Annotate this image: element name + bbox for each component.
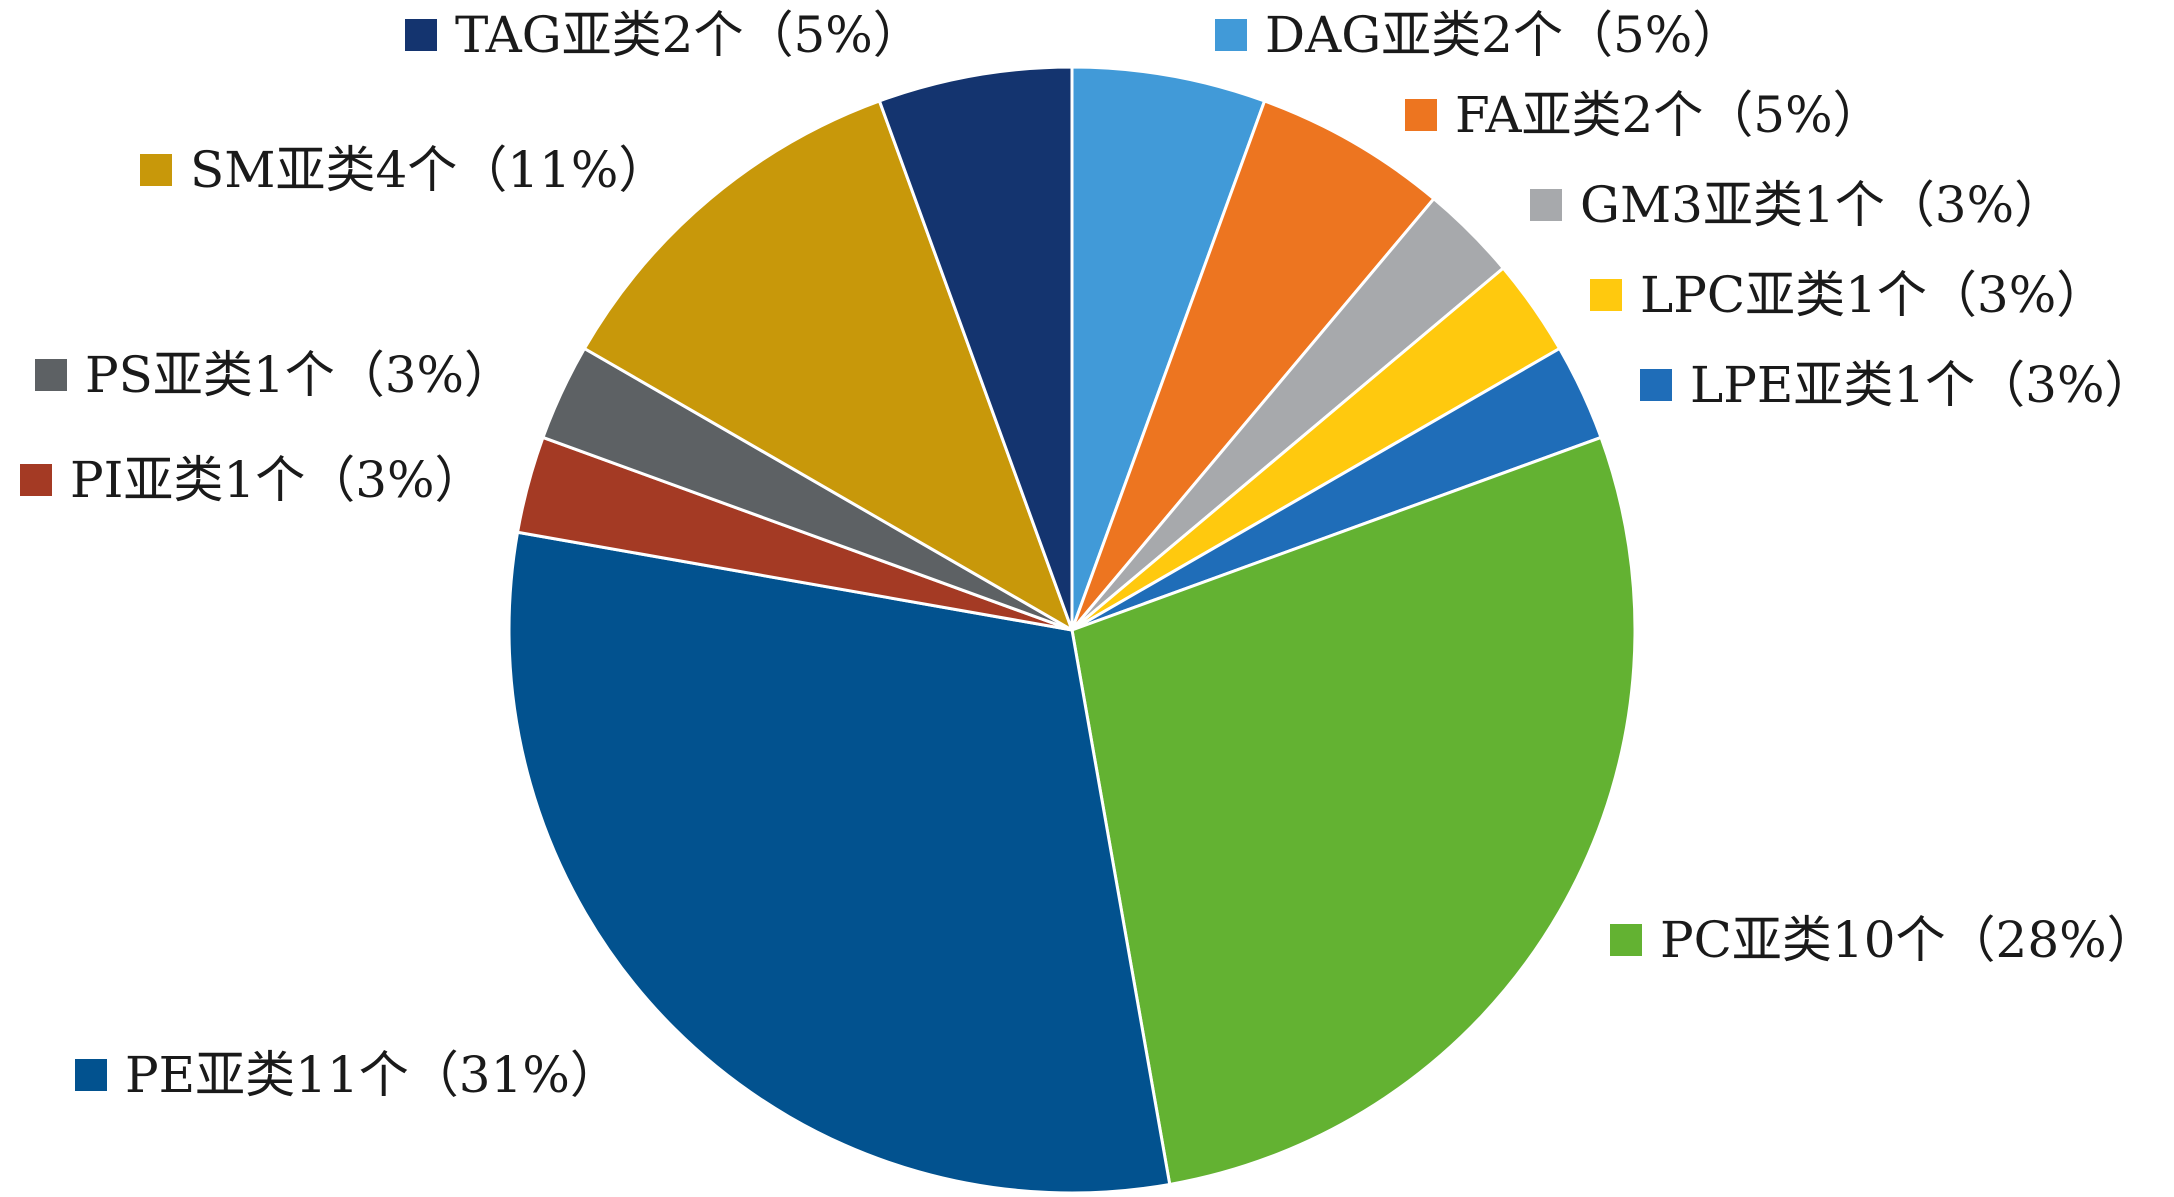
legend-label: LPC亚类1个（3%） <box>1640 266 2106 324</box>
pie-slice <box>877 65 1074 632</box>
legend-label: SM亚类4个（11%） <box>190 141 668 199</box>
legend-swatch <box>140 154 172 186</box>
pie-slice <box>507 530 1172 1195</box>
legend-swatch <box>1405 99 1437 131</box>
pie-slice <box>1070 99 1436 632</box>
legend-label: TAG亚类2个（5%） <box>455 6 923 64</box>
legend-swatch <box>20 464 52 496</box>
legend-label: PS亚类1个（3%） <box>85 346 514 404</box>
legend-swatch <box>405 19 437 51</box>
pie-slice <box>1070 65 1267 632</box>
pie-slices <box>507 65 1637 1195</box>
legend-swatch <box>35 359 67 391</box>
legend-label: GM3亚类1个（3%） <box>1580 176 2064 234</box>
legend-label: FA亚类2个（5%） <box>1455 86 1883 144</box>
legend-swatch <box>1640 369 1672 401</box>
legend-label: LPE亚类1个（3%） <box>1690 356 2154 414</box>
legend-label: DAG亚类2个（5%） <box>1265 6 1742 64</box>
legend-label: PC亚类10个（28%） <box>1660 911 2157 969</box>
pie-slice <box>1070 435 1637 1186</box>
legend: DAG亚类2个（5%） FA亚类2个（5%） GM3亚类1个（3%） LPC亚类1个（… <box>20 6 2157 1104</box>
pie-slice <box>582 99 1074 632</box>
legend-swatch <box>1215 19 1247 51</box>
legend-swatch <box>1590 279 1622 311</box>
legend-label: PI亚类1个（3%） <box>70 451 485 509</box>
legend-label: PE亚类11个（31%） <box>125 1046 620 1104</box>
legend-swatch <box>75 1059 107 1091</box>
legend-swatch <box>1530 189 1562 221</box>
legend-swatch <box>1610 924 1642 956</box>
